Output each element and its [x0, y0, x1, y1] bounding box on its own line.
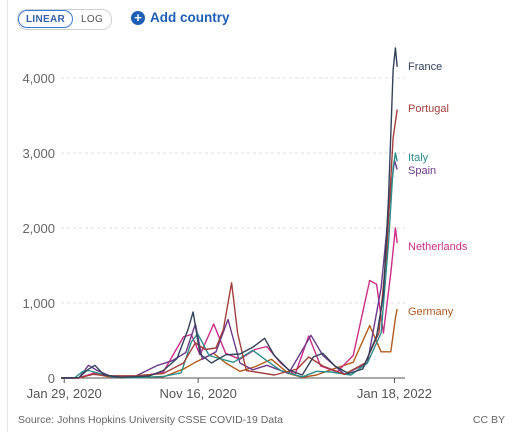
series-label-portugal: Portugal [408, 103, 449, 115]
y-tick-label: 1,000 [22, 296, 55, 311]
scale-toggle: LINEAR LOG [17, 9, 113, 30]
series-line-italy [61, 152, 398, 379]
add-country-button[interactable]: + Add country [131, 10, 230, 25]
x-tick-label: Jan 29, 2020 [27, 386, 102, 401]
frame-border [7, 0, 8, 432]
log-scale-button[interactable]: LOG [73, 10, 112, 29]
series-label-spain: Spain [408, 165, 436, 177]
series-label-italy: Italy [408, 152, 429, 164]
series-line-germany [60, 308, 398, 379]
y-tick-label: 4,000 [22, 71, 55, 86]
y-tick-label: 0 [48, 371, 55, 386]
y-tick-label: 2,000 [22, 221, 55, 236]
x-tick-label: Nov 16, 2020 [159, 386, 236, 401]
plus-circle-icon: + [131, 10, 145, 25]
y-tick-label: 3,000 [22, 146, 55, 161]
add-country-label: Add country [150, 10, 230, 25]
x-tick-label: Jan 18, 2022 [357, 386, 432, 401]
series-label-germany: Germany [408, 306, 454, 318]
series-line-portugal [61, 109, 398, 379]
series-label-netherlands: Netherlands [408, 241, 468, 253]
license-link[interactable]: CC BY [472, 414, 505, 426]
series-line-france [60, 47, 398, 379]
linear-scale-button[interactable]: LINEAR [18, 10, 74, 28]
series-line-spain [60, 159, 398, 379]
series-label-france: France [408, 61, 442, 73]
source-note: Source: Johns Hopkins University CSSE CO… [18, 414, 283, 426]
